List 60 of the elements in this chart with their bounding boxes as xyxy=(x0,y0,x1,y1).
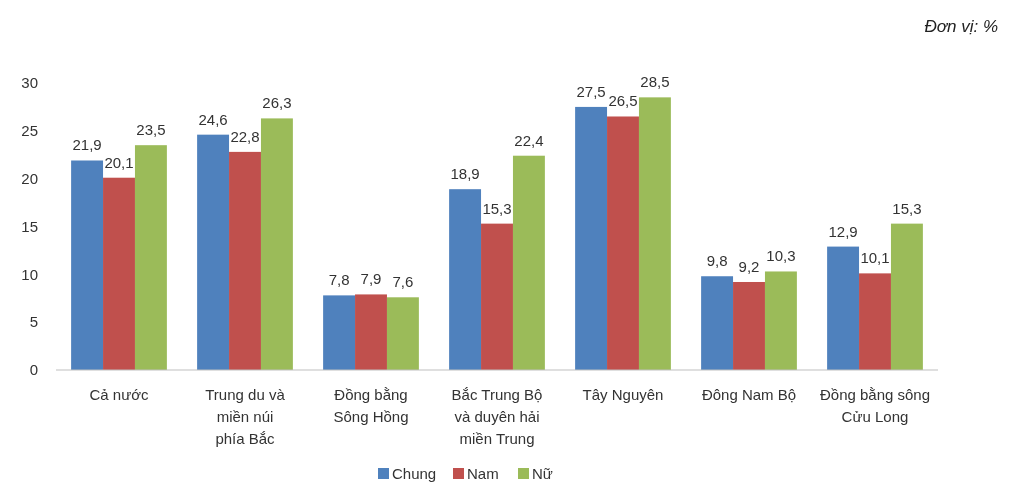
y-tick-label: 10 xyxy=(21,265,38,283)
bar xyxy=(103,177,135,370)
data-label: 24,6 xyxy=(198,110,228,128)
bar xyxy=(71,160,104,370)
data-label: 28,5 xyxy=(640,73,670,91)
bar xyxy=(575,106,608,370)
y-tick-label: 25 xyxy=(21,122,38,140)
data-label: 18,9 xyxy=(450,165,480,183)
bar xyxy=(512,155,545,370)
data-label: 20,1 xyxy=(104,153,134,171)
bar xyxy=(481,223,513,370)
text: Đơn vị: % xyxy=(924,17,998,36)
data-label: 12,9 xyxy=(828,222,858,240)
bar xyxy=(638,97,671,370)
data-label: 7,6 xyxy=(392,273,414,291)
data-label: 15,3 xyxy=(482,199,512,217)
data-label: 9,2 xyxy=(738,257,760,275)
data-label: 26,5 xyxy=(608,92,638,110)
x-tick-label: Tây Nguyên xyxy=(582,386,664,403)
bar xyxy=(449,189,482,370)
bar xyxy=(859,273,891,370)
data-label: 7,8 xyxy=(328,271,350,289)
y-tick-label: 5 xyxy=(29,313,38,331)
bar xyxy=(229,151,261,370)
bar xyxy=(607,116,639,370)
data-label: 9,8 xyxy=(706,252,728,270)
data-label: 10,1 xyxy=(860,249,890,267)
legend-label: Nữ xyxy=(532,465,553,482)
legend-label: Chung xyxy=(392,465,437,482)
data-label: 22,8 xyxy=(230,127,260,145)
x-tick-label: Đồng bằng Sông Hồng xyxy=(333,386,409,425)
bar xyxy=(134,145,167,370)
bar xyxy=(764,271,797,370)
bar xyxy=(323,295,356,370)
bar xyxy=(355,294,387,370)
y-tick-label: 15 xyxy=(21,217,38,235)
x-tick-label: Trung du và miền núi phía Bắc xyxy=(205,386,286,447)
bar xyxy=(827,246,860,370)
data-label: 21,9 xyxy=(72,136,102,154)
x-tick-label: Cả nước xyxy=(89,386,150,403)
bar xyxy=(386,297,419,370)
data-label: 26,3 xyxy=(262,94,292,112)
data-label: 27,5 xyxy=(576,82,606,100)
y-tick-label: 0 xyxy=(29,361,38,379)
x-tick-label: Bắc Trung Bộ và duyên hải miền Trung xyxy=(451,386,543,447)
y-tick-label: 20 xyxy=(21,169,38,187)
data-label: 10,3 xyxy=(766,247,796,265)
bar xyxy=(260,118,293,370)
y-tick-label: 30 xyxy=(21,74,38,92)
x-tick-label: Đông Nam Bộ xyxy=(701,386,797,403)
bar xyxy=(890,223,923,370)
bar xyxy=(701,276,734,370)
data-label: 7,9 xyxy=(360,270,382,288)
data-label: 23,5 xyxy=(136,121,166,139)
bar xyxy=(197,134,230,370)
legend-label: Nam xyxy=(467,465,499,482)
data-label: 15,3 xyxy=(892,199,922,217)
data-label: 22,4 xyxy=(514,131,544,149)
bar xyxy=(733,281,765,370)
x-tick-label: Đồng bằng sông Cửu Long xyxy=(819,386,931,425)
